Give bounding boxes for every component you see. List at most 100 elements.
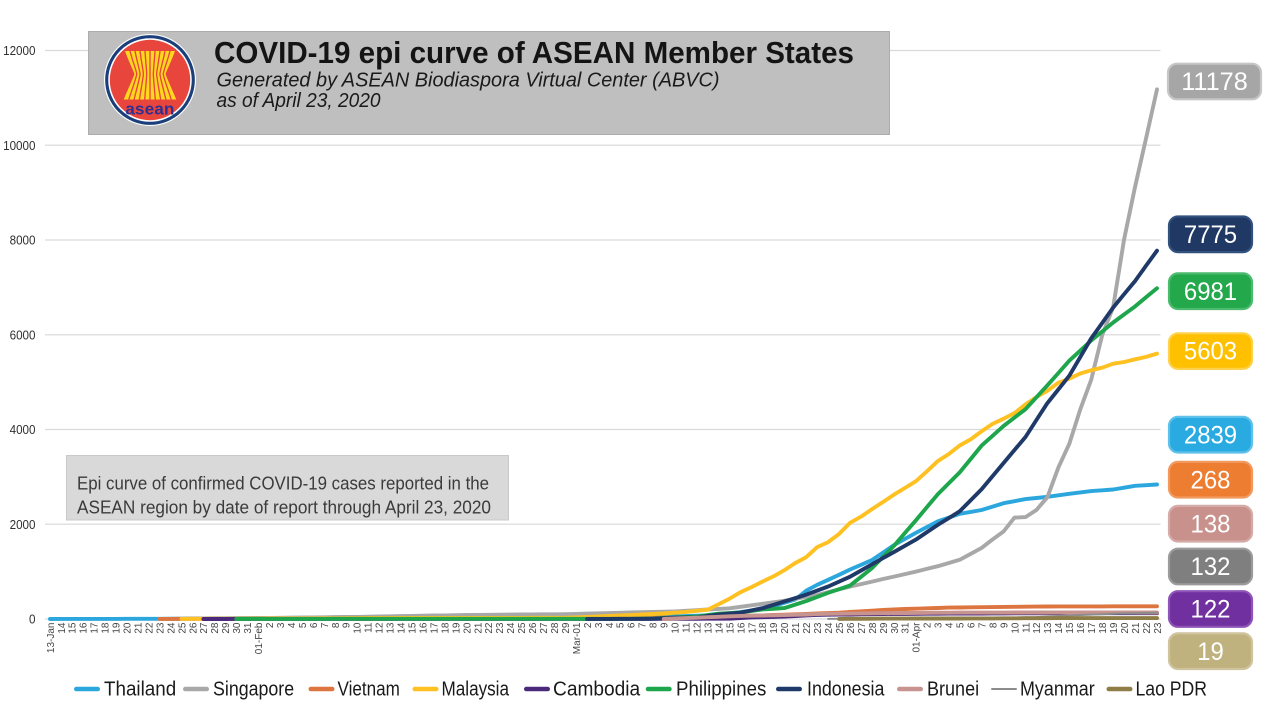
svg-text:4: 4: [605, 622, 616, 628]
svg-text:16: 16: [79, 622, 90, 634]
svg-text:29: 29: [879, 622, 890, 634]
svg-text:9: 9: [660, 622, 671, 628]
svg-text:9: 9: [999, 622, 1010, 628]
svg-text:14: 14: [1054, 622, 1065, 634]
svg-text:15: 15: [68, 622, 79, 634]
svg-text:17: 17: [429, 622, 440, 634]
svg-text:5603: 5603: [1184, 338, 1237, 366]
svg-text:18: 18: [101, 622, 112, 634]
svg-text:30: 30: [232, 622, 243, 634]
svg-text:25: 25: [517, 622, 528, 634]
svg-text:26: 26: [188, 622, 199, 634]
svg-text:15: 15: [1065, 622, 1076, 634]
svg-text:8000: 8000: [10, 233, 36, 248]
svg-text:3: 3: [276, 622, 287, 628]
svg-text:7: 7: [977, 622, 988, 628]
svg-text:14: 14: [57, 622, 68, 634]
svg-text:31: 31: [901, 622, 912, 634]
svg-text:19: 19: [112, 622, 123, 634]
svg-text:16: 16: [1076, 622, 1087, 634]
svg-text:Singapore: Singapore: [213, 679, 294, 701]
svg-text:Lao PDR: Lao PDR: [1136, 679, 1208, 701]
svg-text:19: 19: [769, 622, 780, 634]
svg-text:13: 13: [703, 622, 714, 634]
svg-text:21: 21: [473, 622, 484, 634]
svg-text:30: 30: [890, 622, 901, 634]
svg-text:Myanmar: Myanmar: [1020, 679, 1095, 701]
svg-text:6: 6: [627, 622, 638, 628]
svg-text:Mar-01: Mar-01: [572, 622, 583, 654]
svg-text:COVID-19 epi curve of ASEAN Me: COVID-19 epi curve of ASEAN Member State…: [214, 35, 854, 70]
svg-text:13-Jan: 13-Jan: [46, 623, 57, 654]
svg-text:01-Apr: 01-Apr: [912, 622, 923, 653]
svg-text:3: 3: [934, 622, 945, 628]
svg-text:10: 10: [671, 622, 682, 634]
svg-text:Malaysia: Malaysia: [442, 679, 510, 701]
svg-text:21: 21: [791, 622, 802, 634]
svg-text:31: 31: [243, 622, 254, 634]
svg-text:28: 28: [868, 622, 879, 634]
svg-text:Thailand: Thailand: [104, 679, 176, 701]
svg-text:18: 18: [440, 622, 451, 634]
svg-text:0: 0: [29, 612, 36, 627]
svg-text:11178: 11178: [1181, 68, 1248, 96]
svg-text:25: 25: [835, 622, 846, 634]
svg-text:20: 20: [462, 622, 473, 634]
svg-text:12: 12: [693, 622, 704, 634]
svg-text:11: 11: [364, 622, 375, 633]
svg-text:6: 6: [309, 622, 320, 628]
svg-text:21: 21: [1131, 622, 1142, 634]
svg-text:24: 24: [824, 622, 835, 634]
svg-text:21: 21: [134, 622, 145, 634]
svg-text:10: 10: [1010, 622, 1021, 634]
svg-text:asean: asean: [125, 100, 174, 119]
svg-text:13: 13: [1043, 622, 1054, 634]
svg-text:8: 8: [331, 622, 342, 628]
svg-text:14: 14: [397, 622, 408, 634]
svg-text:5: 5: [616, 622, 627, 628]
svg-text:20: 20: [123, 622, 134, 634]
svg-text:6000: 6000: [10, 327, 36, 342]
svg-text:8: 8: [988, 622, 999, 628]
svg-text:2000: 2000: [10, 517, 36, 532]
svg-text:19: 19: [1109, 622, 1120, 634]
svg-text:18: 18: [1098, 622, 1109, 634]
svg-text:23: 23: [813, 622, 824, 634]
svg-text:11: 11: [1021, 622, 1032, 633]
svg-text:8: 8: [649, 622, 660, 628]
svg-text:13: 13: [386, 622, 397, 634]
svg-text:4: 4: [287, 622, 298, 628]
svg-text:27: 27: [199, 622, 210, 634]
svg-text:Epi curve of confirmed COVID-1: Epi curve of confirmed COVID-19 cases re…: [77, 474, 489, 494]
svg-text:17: 17: [90, 622, 101, 634]
svg-text:Cambodia: Cambodia: [553, 679, 641, 701]
svg-text:23: 23: [1153, 622, 1164, 634]
svg-text:10: 10: [353, 622, 364, 634]
svg-text:29: 29: [561, 622, 572, 634]
svg-text:7: 7: [320, 622, 331, 628]
svg-text:14: 14: [714, 622, 725, 634]
svg-text:Philippines: Philippines: [676, 679, 766, 701]
svg-text:7775: 7775: [1184, 221, 1237, 249]
svg-text:18: 18: [758, 622, 769, 634]
svg-text:6981: 6981: [1184, 278, 1237, 306]
svg-text:Indonesia: Indonesia: [807, 679, 885, 701]
svg-text:Vietnam: Vietnam: [338, 679, 400, 701]
svg-text:16: 16: [419, 622, 430, 634]
svg-text:15: 15: [408, 622, 419, 634]
svg-text:12: 12: [1032, 622, 1043, 634]
svg-text:122: 122: [1191, 596, 1231, 624]
svg-text:22: 22: [484, 622, 495, 634]
svg-text:15: 15: [725, 622, 736, 634]
svg-text:11: 11: [682, 622, 693, 633]
svg-text:2839: 2839: [1184, 421, 1237, 449]
svg-text:19: 19: [1197, 638, 1224, 666]
svg-text:4000: 4000: [10, 422, 36, 437]
svg-text:22: 22: [1142, 622, 1153, 634]
svg-text:Generated by ASEAN Biodiaspora: Generated by ASEAN Biodiaspora Virtual C…: [217, 69, 720, 92]
svg-text:16: 16: [736, 622, 747, 634]
svg-text:268: 268: [1191, 466, 1231, 494]
svg-text:138: 138: [1191, 510, 1231, 538]
svg-text:26: 26: [846, 622, 857, 634]
svg-text:20: 20: [1120, 622, 1131, 634]
